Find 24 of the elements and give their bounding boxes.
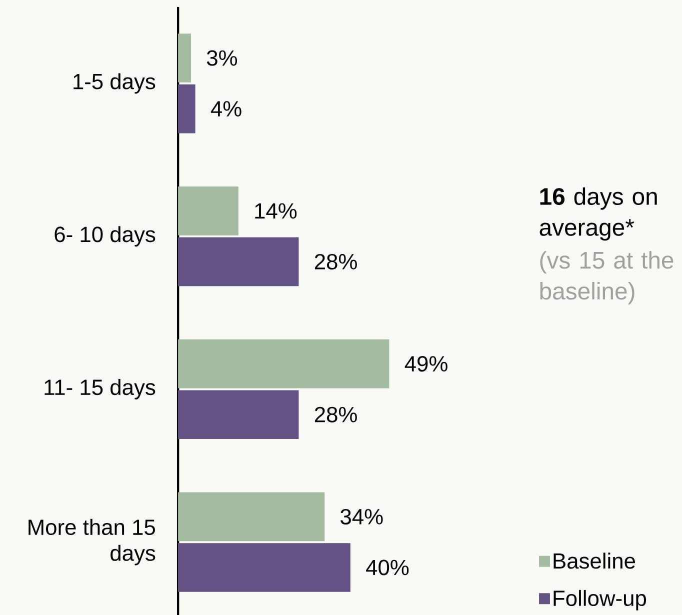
bar [178, 542, 350, 592]
legend-label: Baseline [554, 552, 636, 569]
data-label: 14% [255, 203, 297, 218]
y-tick-label: 6- 10 days [54, 226, 156, 246]
text: 16 days on average* [540, 187, 657, 240]
data-label: 3% [206, 50, 237, 66]
bar [178, 84, 196, 133]
data-label: 4% [210, 100, 242, 116]
data-label: 28% [314, 254, 357, 270]
bar [178, 390, 299, 439]
data-label: 28% [314, 406, 357, 422]
legend-label: Follow-up [554, 590, 646, 610]
data-label: 40% [366, 560, 409, 576]
bar [178, 339, 390, 388]
bar [178, 186, 238, 236]
y-tick-label: 11- 15 days [44, 378, 156, 400]
y-tick-label: More than 15 days [28, 518, 156, 566]
bar [178, 492, 325, 541]
data-label: 34% [340, 508, 383, 524]
data-label: 49% [404, 356, 448, 372]
bar [178, 237, 299, 286]
bar [178, 33, 191, 82]
y-tick-label: 1-5 days [74, 72, 156, 94]
text: (vs 15 at the baseline) [540, 250, 674, 304]
